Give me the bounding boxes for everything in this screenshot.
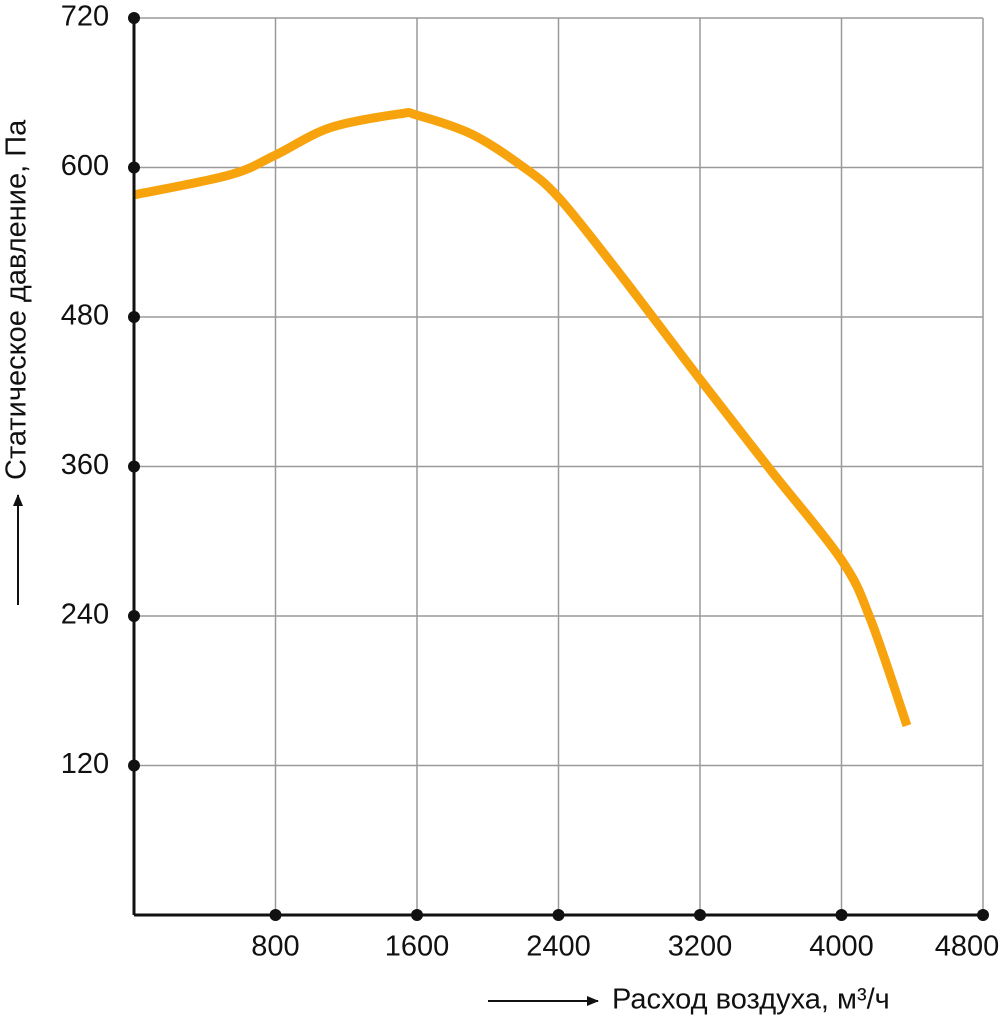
y-tick [128, 311, 140, 323]
x-axis-label: Расход воздуха, м³/ч [612, 984, 890, 1016]
y-tick [128, 610, 140, 622]
x-tick [552, 909, 565, 921]
x-tick-label: 3200 [668, 931, 733, 963]
x-tick [269, 909, 282, 921]
y-tick-label: 240 [61, 599, 109, 631]
x-tick-label: 4800 [935, 931, 1000, 963]
y-tick-label: 480 [61, 300, 109, 332]
ticks: 120 240 360 480 600 720 800 1600 2400 3200 4000 480… [61, 1, 999, 963]
x-tick-label: 4000 [809, 931, 874, 963]
plot [133, 108, 912, 728]
y-tick-label: 600 [61, 150, 109, 182]
y-tick-label: 720 [61, 1, 109, 33]
line [133, 108, 912, 728]
x-tick-label: 800 [251, 931, 299, 963]
y-tick [128, 460, 140, 473]
x-tick-label: 1600 [385, 931, 450, 963]
y-tick-label: 360 [61, 449, 109, 481]
x-tick [835, 909, 848, 921]
x-tick [411, 909, 423, 921]
x-tick [977, 909, 989, 921]
x-tick-label: 2400 [526, 931, 591, 963]
y-tick [128, 12, 140, 24]
y-tick-label: 120 [61, 748, 109, 780]
y-tick [128, 759, 140, 772]
y-tick [128, 161, 140, 174]
y-axis-label: Статическое давление, Па [1, 119, 33, 480]
grid [134, 17, 984, 915]
x-tick [694, 909, 706, 921]
